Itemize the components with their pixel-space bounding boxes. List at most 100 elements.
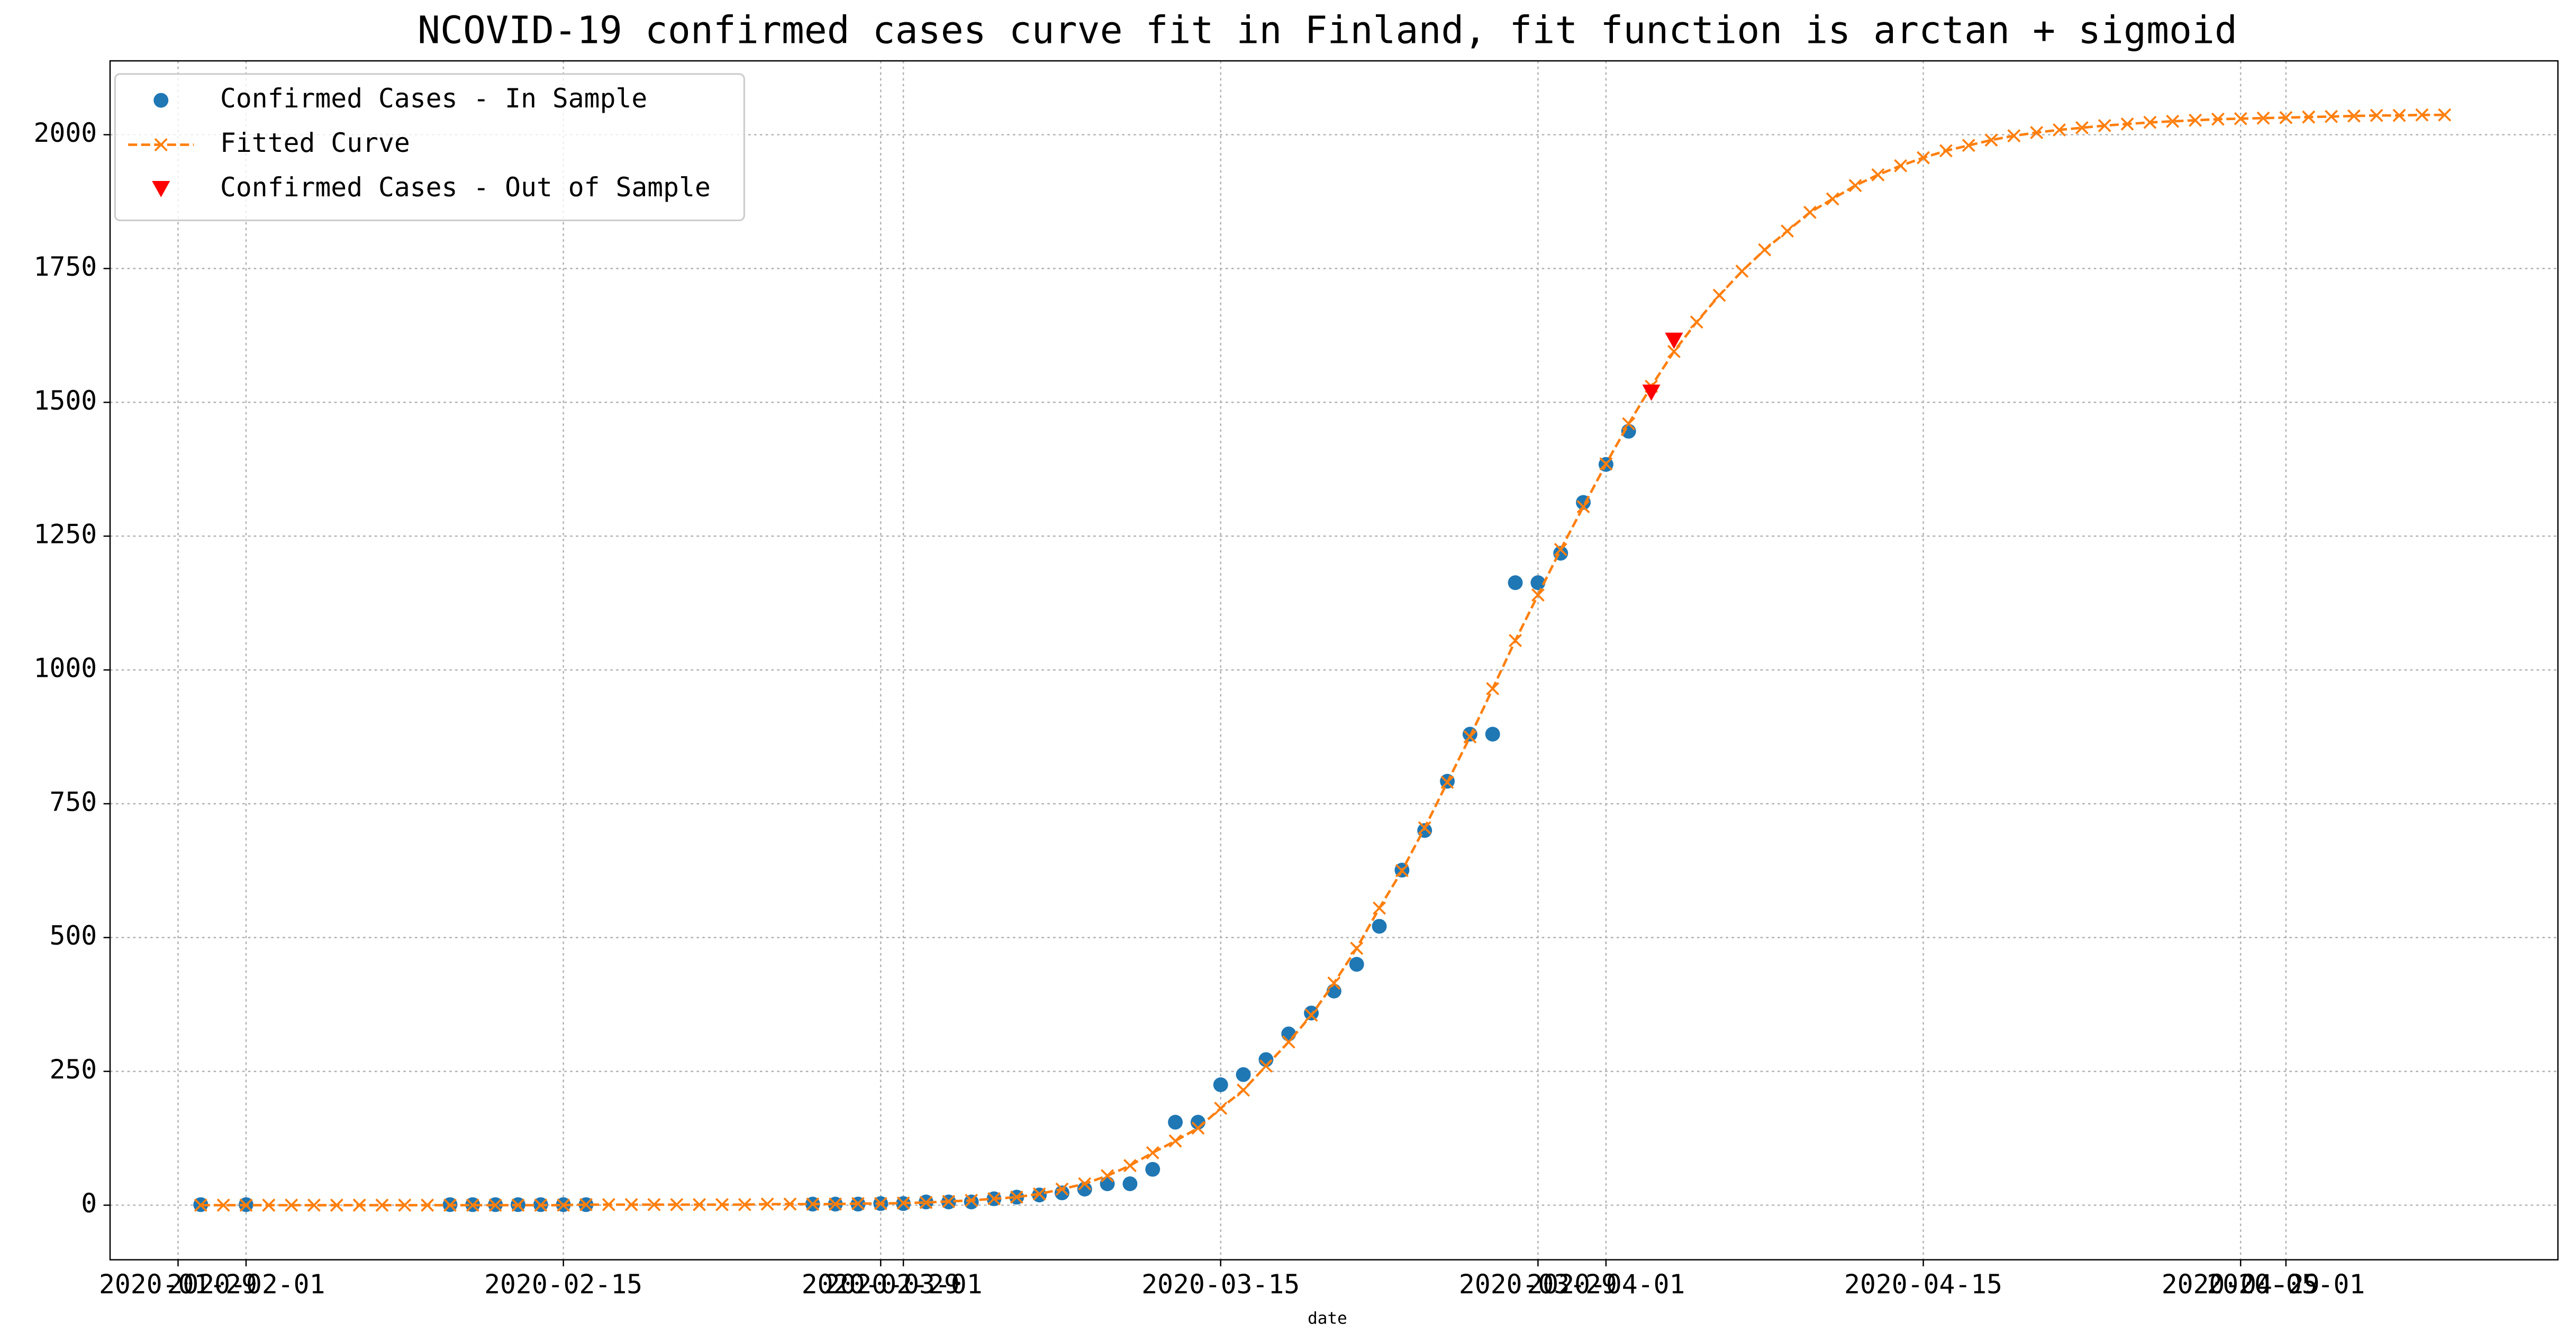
point (1123, 1159, 1137, 1173)
point (375, 1198, 389, 1212)
point (1054, 1185, 1069, 1201)
point (1508, 575, 1523, 591)
legend: Confirmed Cases - In Sample Fitted Curve C… (114, 73, 745, 222)
point (2189, 113, 2202, 127)
point (511, 1198, 525, 1212)
point (783, 1197, 797, 1211)
point (307, 1198, 321, 1212)
point (1803, 205, 1817, 219)
point (2256, 111, 2270, 125)
point (534, 1198, 548, 1212)
point (964, 1194, 979, 1210)
point (1962, 139, 1975, 152)
point (1848, 179, 1862, 193)
point (1010, 1190, 1023, 1204)
point (1350, 941, 1364, 955)
point (896, 1196, 910, 1210)
point (1576, 500, 1590, 514)
point (2415, 108, 2429, 122)
point (466, 1198, 479, 1212)
point (1101, 1169, 1114, 1183)
point (1642, 384, 1661, 401)
y-tick-label: 1500 (34, 385, 97, 416)
point (1259, 1059, 1273, 1073)
point (2098, 119, 2111, 132)
plot-frame (109, 60, 2559, 1261)
point (239, 1198, 253, 1212)
point (1712, 288, 1726, 302)
y-tick-label: 1000 (34, 652, 97, 683)
legend-marker (152, 181, 170, 197)
y-tick-label: 1250 (34, 519, 97, 550)
point (1214, 1101, 1228, 1115)
point (421, 1198, 434, 1212)
point (1440, 775, 1454, 789)
point (874, 1196, 887, 1210)
point (1055, 1182, 1069, 1196)
x-tick-label: 2020-04-15 (1844, 1269, 2002, 1300)
point (806, 1197, 820, 1211)
point (1665, 332, 1683, 349)
point (1349, 957, 1364, 972)
legend-label: Confirmed Cases - In Sample (220, 83, 647, 114)
point (1599, 457, 1613, 471)
legend-label: Fitted Curve (220, 128, 410, 158)
point (1939, 144, 1953, 158)
point (1304, 1008, 1318, 1022)
point (1418, 821, 1431, 835)
point (2166, 114, 2180, 128)
point (216, 1198, 230, 1212)
point (1735, 264, 1749, 278)
point (1485, 727, 1500, 742)
point (352, 1198, 366, 1212)
y-tick-label: 750 (49, 786, 97, 817)
x-tick-label: 2020-05-01 (2207, 1269, 2365, 1300)
x-tick-label: 2020-02-29 (802, 1269, 960, 1300)
point (2007, 129, 2021, 143)
point (670, 1198, 684, 1211)
point (624, 1198, 638, 1211)
point (1327, 976, 1341, 990)
point (2347, 109, 2361, 123)
point (2143, 115, 2157, 129)
y-tick-label: 1750 (34, 251, 97, 282)
point (1373, 901, 1386, 915)
point (2075, 121, 2089, 134)
point (1168, 1134, 1182, 1148)
legend-label: Confirmed Cases - Out of Sample (220, 172, 711, 203)
point (1213, 1077, 1228, 1092)
point (919, 1195, 933, 1209)
x-tick-label: 2020-04-01 (1527, 1269, 1685, 1300)
point (1690, 315, 1703, 329)
point (2234, 112, 2247, 125)
point (1530, 575, 1546, 591)
point (1281, 1026, 1296, 1041)
point (1304, 1005, 1319, 1021)
point (942, 1194, 956, 1208)
point (2053, 123, 2066, 137)
legend-box (114, 73, 745, 222)
point (1236, 1067, 1251, 1082)
x-tick-label: 2020-04-29 (2162, 1269, 2320, 1300)
x-tick-label: 2020-01-29 (99, 1269, 257, 1300)
point (2370, 108, 2383, 122)
point (398, 1198, 412, 1212)
legend-marker (154, 138, 168, 151)
x-tick-label: 2020-03-15 (1141, 1269, 1300, 1300)
point (1122, 1176, 1138, 1191)
point (1191, 1121, 1205, 1135)
point (557, 1198, 570, 1212)
point (330, 1198, 343, 1212)
point (1032, 1187, 1046, 1201)
legend-marker (153, 93, 169, 108)
point (1622, 417, 1636, 431)
point (647, 1198, 661, 1211)
y-tick-label: 0 (81, 1188, 97, 1219)
point (2325, 110, 2338, 123)
point (1826, 192, 1839, 206)
point (1667, 344, 1681, 358)
x-tick-label: 2020-02-15 (484, 1269, 642, 1300)
point (285, 1198, 298, 1212)
